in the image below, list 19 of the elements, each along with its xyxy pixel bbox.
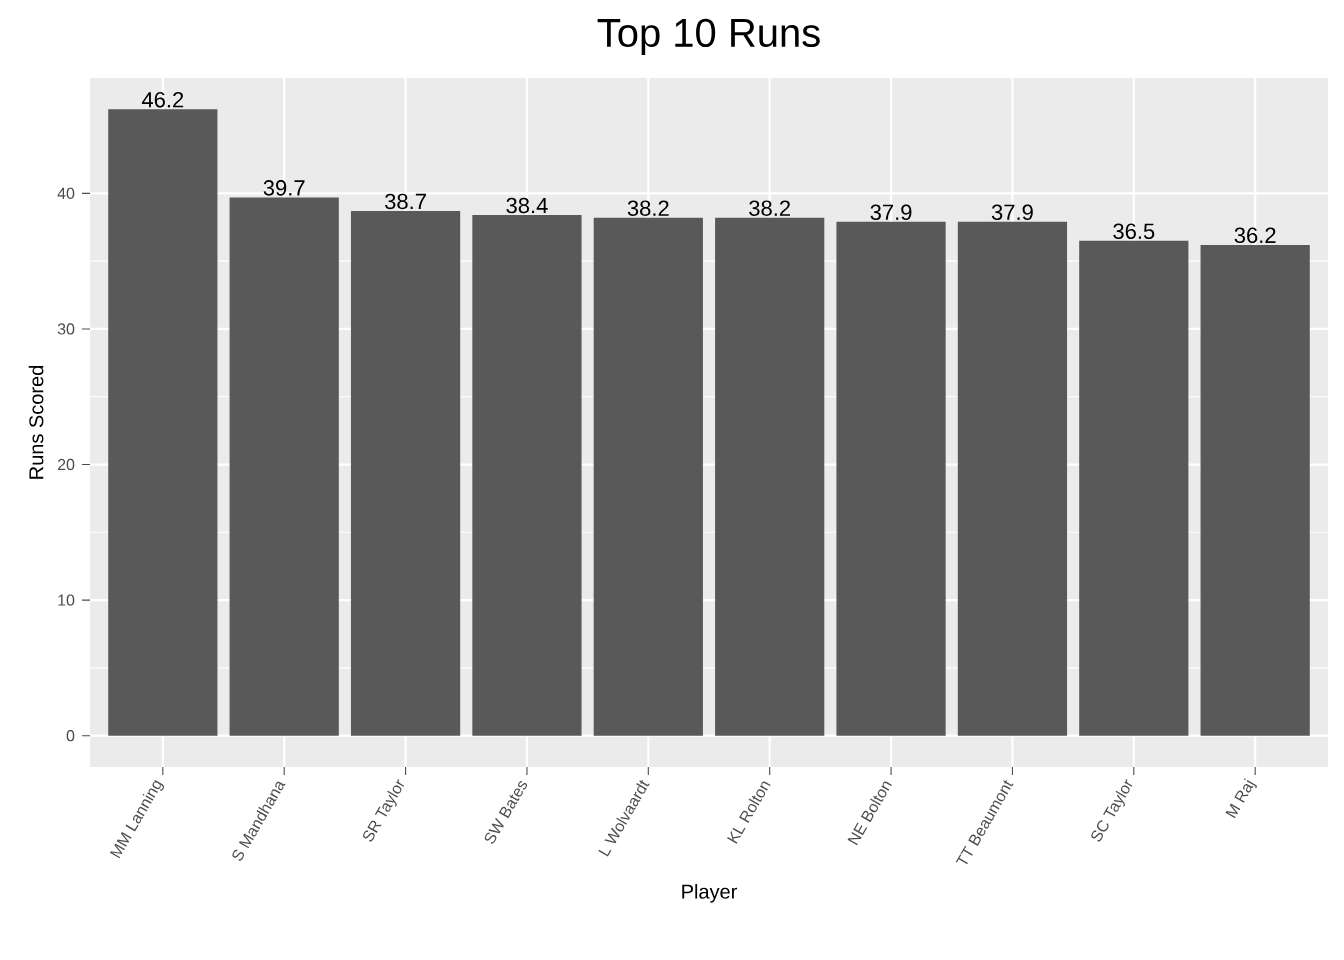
data-label: 36.2 — [1234, 227, 1276, 244]
y-tick-label: 10 — [58, 594, 75, 606]
y-tick-label: 40 — [57, 187, 75, 200]
y-tick-label: 20 — [57, 458, 75, 471]
data-label: 37.9 — [870, 204, 912, 221]
data-label: 38.2 — [627, 200, 669, 216]
y-tick-label: 0 — [66, 730, 75, 742]
x-tick-label: M Raj — [1225, 778, 1257, 819]
data-label: 38.4 — [506, 197, 548, 214]
chart-title: Top 10 Runs — [597, 18, 820, 55]
data-label: 36.5 — [1113, 223, 1155, 240]
data-label: 37.9 — [991, 204, 1033, 221]
data-label: 38.7 — [385, 193, 426, 210]
x-axis-title: Player — [682, 884, 738, 903]
y-axis-title: Runs Scored — [28, 366, 44, 479]
data-label: 39.7 — [263, 180, 305, 196]
y-tick-label: 30 — [57, 323, 75, 335]
data-label: 46.2 — [141, 91, 184, 108]
data-label: 38.2 — [749, 200, 790, 216]
